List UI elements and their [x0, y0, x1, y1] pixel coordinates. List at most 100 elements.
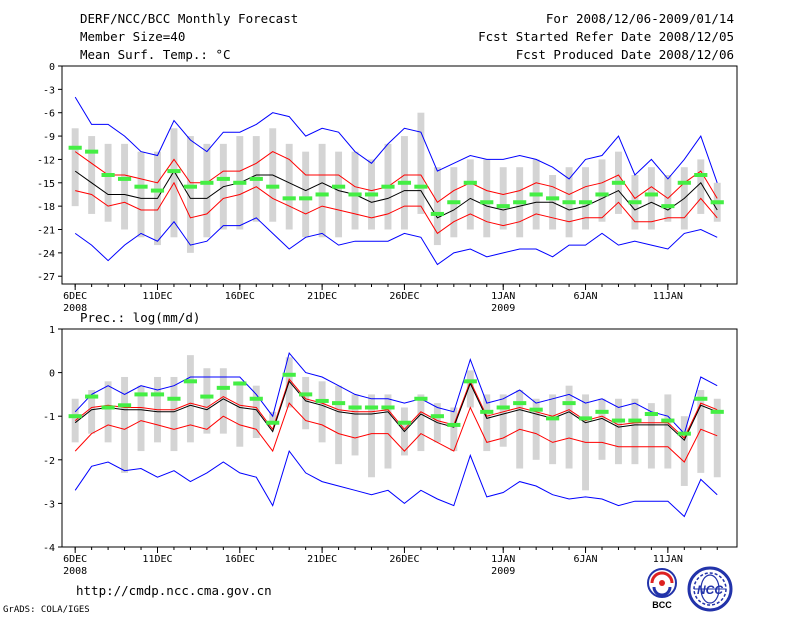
temperature-ytick-label: -12 — [37, 155, 55, 166]
temperature-xtick-year-label: 2008 — [63, 303, 87, 314]
temperature-xtick-label: 6DEC — [63, 291, 87, 302]
temperature-median-marker — [562, 200, 576, 205]
temperature-median-marker — [150, 188, 165, 193]
precipitation-spread-box — [335, 385, 343, 465]
precipitation-spread-box — [269, 411, 277, 425]
precipitation-median-marker — [644, 412, 658, 417]
temperature-median-marker — [496, 204, 510, 209]
temperature-median-marker — [315, 192, 329, 197]
precipitation-spread-box — [483, 394, 491, 452]
precipitation-median-marker — [578, 416, 593, 421]
temperature-median-marker — [710, 200, 724, 205]
precipitation-median-marker — [677, 431, 691, 436]
precipitation-ytick-label: 1 — [49, 325, 55, 336]
precipitation-spread-box — [137, 385, 145, 452]
precipitation-spread-box — [549, 394, 557, 465]
precipitation-spread-box — [466, 370, 474, 408]
source-url[interactable]: http://cmdp.ncc.cma.gov.cn — [76, 583, 272, 598]
precipitation-spread-box — [170, 376, 178, 452]
precipitation-xtick-label: 26DEC — [389, 554, 419, 565]
bcc-logo: BCC — [647, 568, 677, 610]
temperature-median-marker — [463, 180, 477, 185]
forecast-started-date: Fcst Started Refer Date 2008/12/05 — [478, 29, 734, 44]
grads-credit: GrADS: COLA/IGES — [3, 605, 90, 615]
precipitation-xtick-label: 11DEC — [142, 554, 172, 565]
temperature-ytick-label: -15 — [37, 179, 55, 190]
precipitation-median-marker — [529, 407, 543, 412]
precipitation-xtick-label: 1JAN — [491, 554, 515, 565]
precipitation-spread-box — [121, 376, 129, 473]
precipitation-line-ensemble-min — [74, 450, 718, 518]
precipitation-median-marker — [496, 405, 510, 410]
precipitation-median-marker — [233, 381, 247, 386]
precipitation-axis-label: Prec.: log(mm/d) — [80, 310, 200, 325]
precipitation-median-marker — [183, 379, 197, 384]
precipitation-spread-box — [104, 381, 112, 443]
bcc-logo-text: BCC — [652, 600, 672, 610]
precipitation-median-marker — [85, 394, 99, 399]
precipitation-median-marker — [381, 405, 395, 410]
precipitation-spread-box — [565, 385, 573, 469]
precipitation-median-marker — [364, 405, 379, 410]
temperature-median-marker — [644, 192, 658, 197]
temperature-spread-box — [88, 136, 96, 214]
precipitation-median-marker — [299, 392, 313, 397]
temperature-spread-box — [121, 143, 129, 230]
temperature-median-marker — [282, 196, 296, 201]
temperature-median-marker — [167, 169, 181, 174]
temperature-line-ensemble-max — [74, 96, 718, 183]
temperature-ytick-label: -6 — [43, 109, 55, 120]
precipitation-median-marker — [430, 414, 444, 419]
variable-label: Mean Surf. Temp.: °C — [80, 47, 231, 62]
precipitation-spread-box — [664, 394, 672, 469]
forecast-produced-date: Fcst Produced Date 2008/12/06 — [515, 47, 734, 62]
temperature-ytick-label: -18 — [37, 202, 55, 213]
temperature-spread-box — [647, 167, 655, 230]
precipitation-median-marker — [480, 409, 494, 414]
temperature-spread-box — [697, 159, 705, 214]
temperature-median-marker — [85, 149, 99, 154]
precipitation-median-marker — [710, 409, 724, 414]
precipitation-plot-frame — [61, 328, 738, 548]
precipitation-spread-box — [697, 390, 705, 473]
precipitation-median-marker — [595, 409, 609, 414]
precipitation-median-marker — [447, 422, 461, 427]
temperature-spread-box — [203, 143, 211, 238]
temperature-line-lower-spread — [75, 181, 718, 235]
temperature-xtick-label: 26DEC — [389, 291, 419, 302]
temperature-median-marker — [249, 176, 263, 181]
precipitation-spread-box — [368, 394, 375, 478]
temperature-spread-box — [137, 151, 145, 238]
member-size-label: Member Size=40 — [80, 29, 186, 44]
temperature-median-marker — [397, 180, 412, 185]
temperature-median-marker — [414, 184, 428, 189]
precipitation-median-marker — [249, 396, 263, 401]
temperature-median-marker — [68, 145, 82, 150]
temperature-ytick-label: -3 — [43, 85, 55, 96]
precipitation-xtick-label: 6DEC — [63, 554, 87, 565]
precipitation-median-marker — [397, 420, 412, 425]
temperature-spread-box — [302, 151, 310, 238]
precipitation-median-marker — [661, 418, 675, 423]
temperature-spread-box — [335, 151, 343, 238]
temperature-line-ensemble-mean — [74, 170, 718, 219]
temperature-line-ensemble-min — [74, 217, 718, 266]
temperature-spread-box — [483, 159, 491, 238]
precipitation-median-marker — [562, 401, 576, 406]
precipitation-spread-box — [384, 394, 392, 469]
precipitation-xtick-label: 11JAN — [653, 554, 683, 565]
temperature-xtick-label: 11DEC — [142, 291, 172, 302]
precipitation-median-marker — [546, 416, 560, 421]
temperature-median-marker — [216, 176, 230, 181]
precipitation-median-marker — [167, 396, 181, 401]
precipitation-ytick-label: 0 — [49, 369, 55, 380]
precipitation-median-marker — [628, 418, 642, 423]
precipitation-line-lower-spread — [74, 402, 718, 463]
temperature-median-marker — [513, 200, 527, 205]
temperature-median-marker — [233, 180, 247, 185]
precipitation-xtick-year-label: 2008 — [63, 566, 87, 577]
precipitation-line-ensemble-max — [74, 351, 718, 435]
temperature-spread-box — [433, 167, 441, 246]
temperature-median-marker — [348, 192, 362, 197]
